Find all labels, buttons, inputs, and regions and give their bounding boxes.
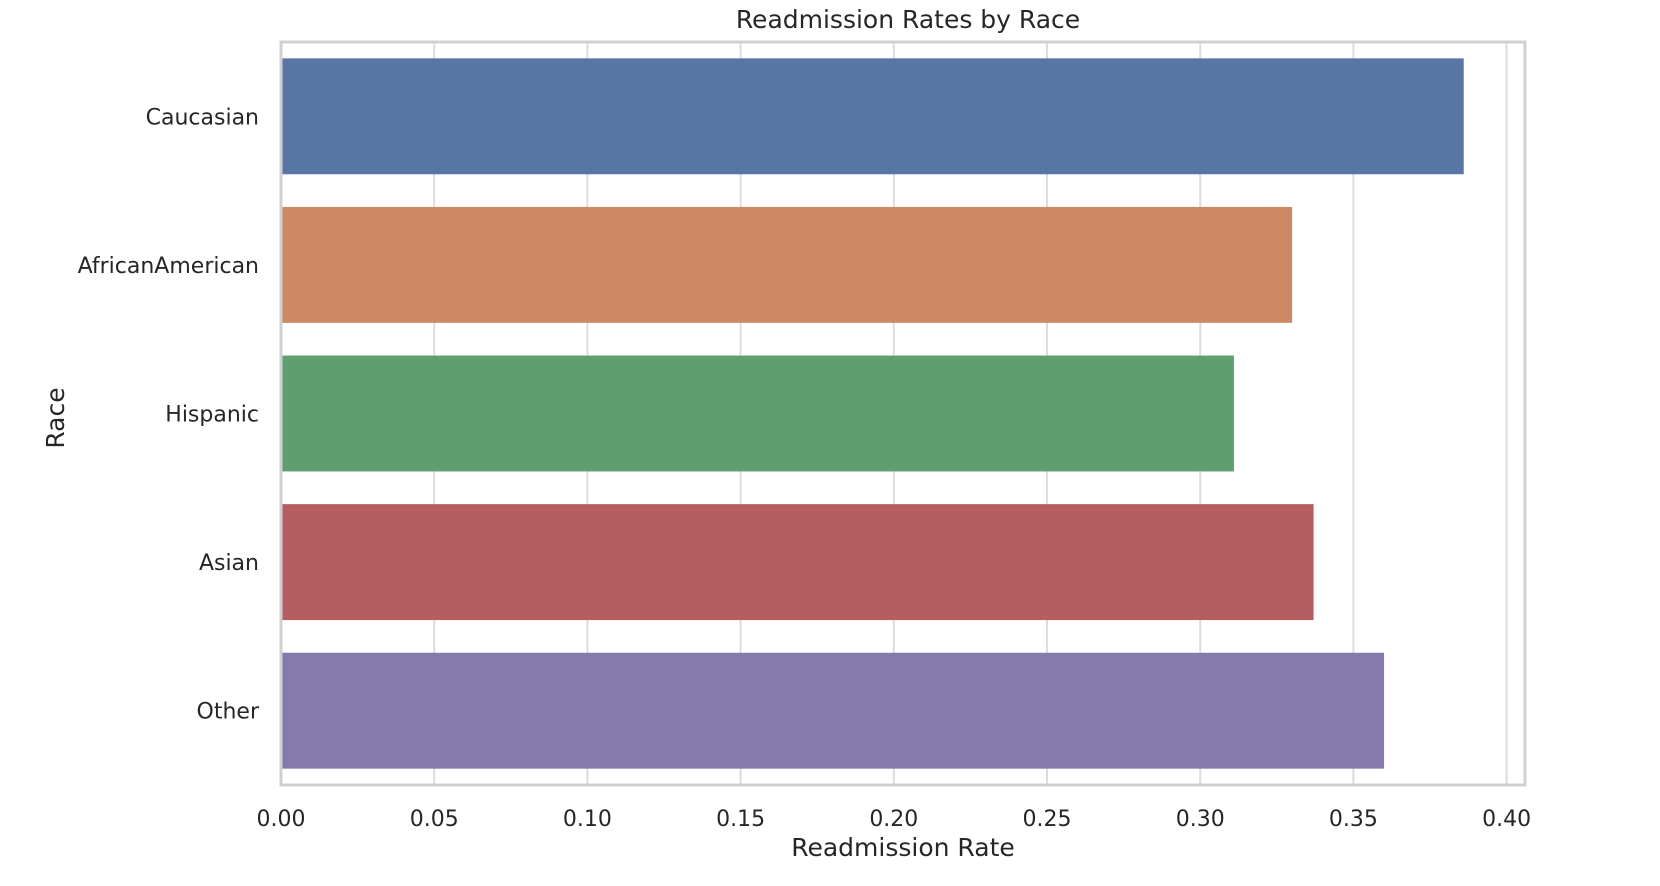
plot-frame	[279, 40, 1527, 787]
bar-hispanic	[281, 355, 1234, 472]
bar-other	[281, 652, 1385, 769]
x-tick-label: 0.25	[1023, 807, 1072, 832]
y-axis-label: Race	[41, 387, 70, 448]
y-tick-label: AfricanAmerican	[78, 254, 259, 279]
bar-asian	[281, 504, 1314, 621]
y-tick-labels: Caucasian AfricanAmerican Hispanic Asian Oth…	[78, 105, 260, 724]
y-tick-label: Caucasian	[146, 105, 259, 130]
bar-africanamerican	[281, 206, 1293, 323]
x-tick-label: 0.10	[563, 807, 612, 832]
x-tick-label: 0.20	[869, 807, 918, 832]
x-tick-label: 0.15	[716, 807, 765, 832]
y-tick-label: Asian	[199, 551, 259, 576]
chart-title: Readmission Rates by Race	[736, 5, 1080, 34]
x-tick-label: 0.40	[1482, 807, 1531, 832]
bars	[281, 58, 1464, 769]
bar-caucasian	[281, 58, 1464, 175]
x-tick-labels: 0.00 0.05 0.10 0.15 0.20 0.25 0.30 0.35 0.40	[257, 807, 1532, 832]
x-tick-label: 0.30	[1176, 807, 1225, 832]
x-tick-label: 0.05	[410, 807, 459, 832]
y-tick-label: Hispanic	[165, 403, 259, 428]
x-axis-label: Readmission Rate	[791, 833, 1015, 862]
x-tick-label: 0.00	[257, 807, 306, 832]
x-tick-label: 0.35	[1329, 807, 1378, 832]
y-tick-label: Other	[197, 700, 260, 725]
